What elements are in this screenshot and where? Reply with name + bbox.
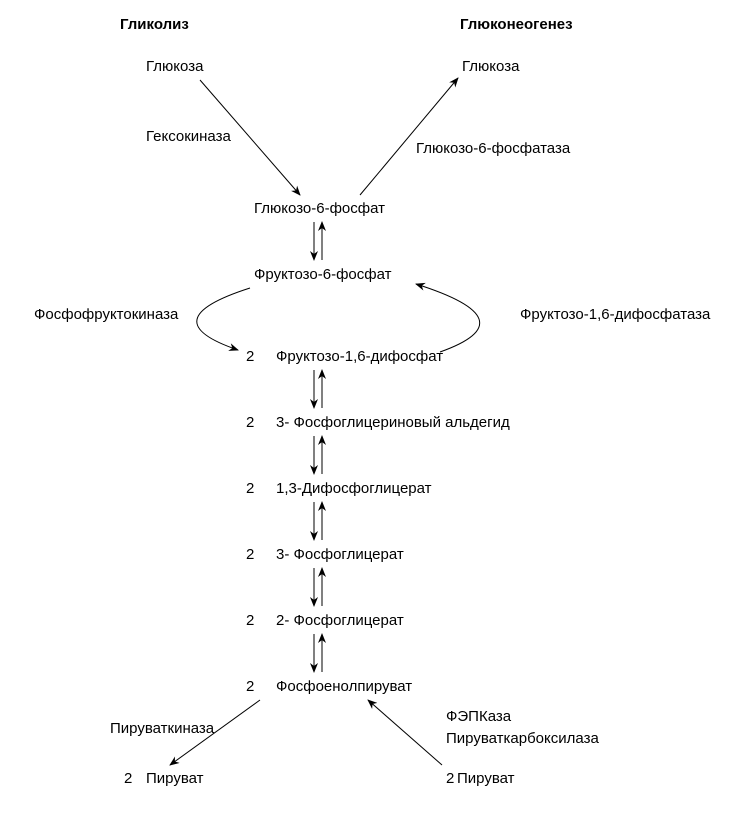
- label-f16bp: Фруктозо-1,6-дифосфат: [276, 348, 443, 365]
- label-g3p: 3- Фосфоглицериновый альдегид: [276, 414, 510, 431]
- label-bpg: 1,3-Дифосфоглицерат: [276, 480, 432, 497]
- label-glucose_left: Глюкоза: [146, 58, 203, 75]
- label-pfk: Фосфофруктокиназа: [34, 306, 178, 323]
- label-pep_coef: 2: [246, 678, 254, 695]
- label-g3p_coef: 2: [246, 414, 254, 431]
- arrow-g6p-to-glucose-r: [360, 78, 458, 195]
- label-pg3_coef: 2: [246, 546, 254, 563]
- label-pg2_coef: 2: [246, 612, 254, 629]
- arrow-pyr-r-to-pep: [368, 700, 442, 765]
- label-pyruvate_right_coef: 2: [446, 770, 454, 787]
- header-glycolysis: Гликолиз: [120, 16, 189, 33]
- label-f16bpase: Фруктозо-1,6-дифосфатаза: [520, 306, 710, 323]
- label-pyruvate_left_coef: 2: [124, 770, 132, 787]
- label-pepck: ФЭПКаза: [446, 708, 511, 725]
- label-g6p: Глюкозо-6-фосфат: [254, 200, 385, 217]
- label-pyruvate_right: Пируват: [457, 770, 515, 787]
- label-bpg_coef: 2: [246, 480, 254, 497]
- label-pyruvate_left: Пируват: [146, 770, 204, 787]
- label-pyr_carboxylase: Пируваткарбоксилаза: [446, 730, 599, 747]
- arrow-pfk-curve: [197, 288, 250, 350]
- label-f16bp_coef: 2: [246, 348, 254, 365]
- diagram-canvas: Гликолиз Глюконеогенез Глюкоза Глюкоза Гексо…: [0, 0, 744, 814]
- label-pg2: 2- Фосфоглицерат: [276, 612, 404, 629]
- label-pyruvate_kinase: Пируваткиназа: [110, 720, 214, 737]
- label-g6phosphatase: Глюкозо-6-фосфатаза: [416, 140, 570, 157]
- label-hexokinase: Гексокиназа: [146, 128, 231, 145]
- label-glucose_right: Глюкоза: [462, 58, 519, 75]
- label-f6p: Фруктозо-6-фосфат: [254, 266, 391, 283]
- header-gluconeogenesis: Глюконеогенез: [460, 16, 573, 33]
- arrow-f16bpase-curve: [416, 284, 480, 352]
- label-pep: Фосфоенолпируват: [276, 678, 412, 695]
- label-pg3: 3- Фосфоглицерат: [276, 546, 404, 563]
